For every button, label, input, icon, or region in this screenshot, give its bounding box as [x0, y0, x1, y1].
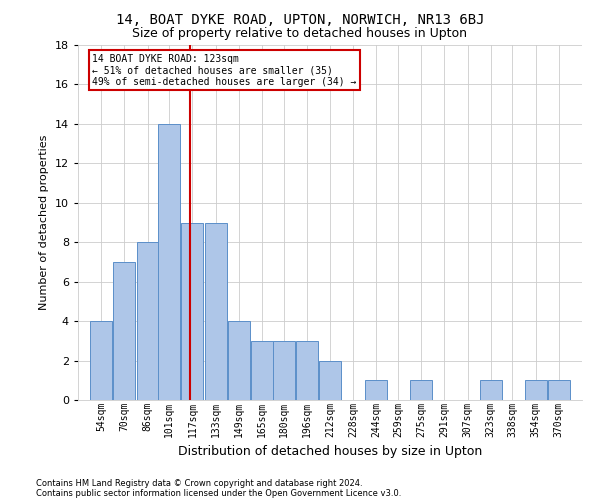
Bar: [90, 321, 112, 400]
Bar: [524, 380, 547, 400]
Bar: [480, 380, 502, 400]
Bar: [296, 341, 318, 400]
Text: Contains public sector information licensed under the Open Government Licence v3: Contains public sector information licen…: [36, 488, 401, 498]
Bar: [548, 380, 570, 400]
Bar: [319, 360, 341, 400]
Bar: [205, 222, 227, 400]
Bar: [228, 321, 250, 400]
Bar: [137, 242, 158, 400]
Bar: [251, 341, 273, 400]
Text: Contains HM Land Registry data © Crown copyright and database right 2024.: Contains HM Land Registry data © Crown c…: [36, 478, 362, 488]
Bar: [410, 380, 432, 400]
Text: 14, BOAT DYKE ROAD, UPTON, NORWICH, NR13 6BJ: 14, BOAT DYKE ROAD, UPTON, NORWICH, NR13…: [116, 12, 484, 26]
Bar: [158, 124, 180, 400]
Bar: [181, 222, 203, 400]
Bar: [272, 341, 295, 400]
Text: Size of property relative to detached houses in Upton: Size of property relative to detached ho…: [133, 28, 467, 40]
Text: 14 BOAT DYKE ROAD: 123sqm
← 51% of detached houses are smaller (35)
49% of semi-: 14 BOAT DYKE ROAD: 123sqm ← 51% of detac…: [92, 54, 357, 87]
Y-axis label: Number of detached properties: Number of detached properties: [39, 135, 49, 310]
Bar: [113, 262, 136, 400]
X-axis label: Distribution of detached houses by size in Upton: Distribution of detached houses by size …: [178, 445, 482, 458]
Bar: [365, 380, 388, 400]
